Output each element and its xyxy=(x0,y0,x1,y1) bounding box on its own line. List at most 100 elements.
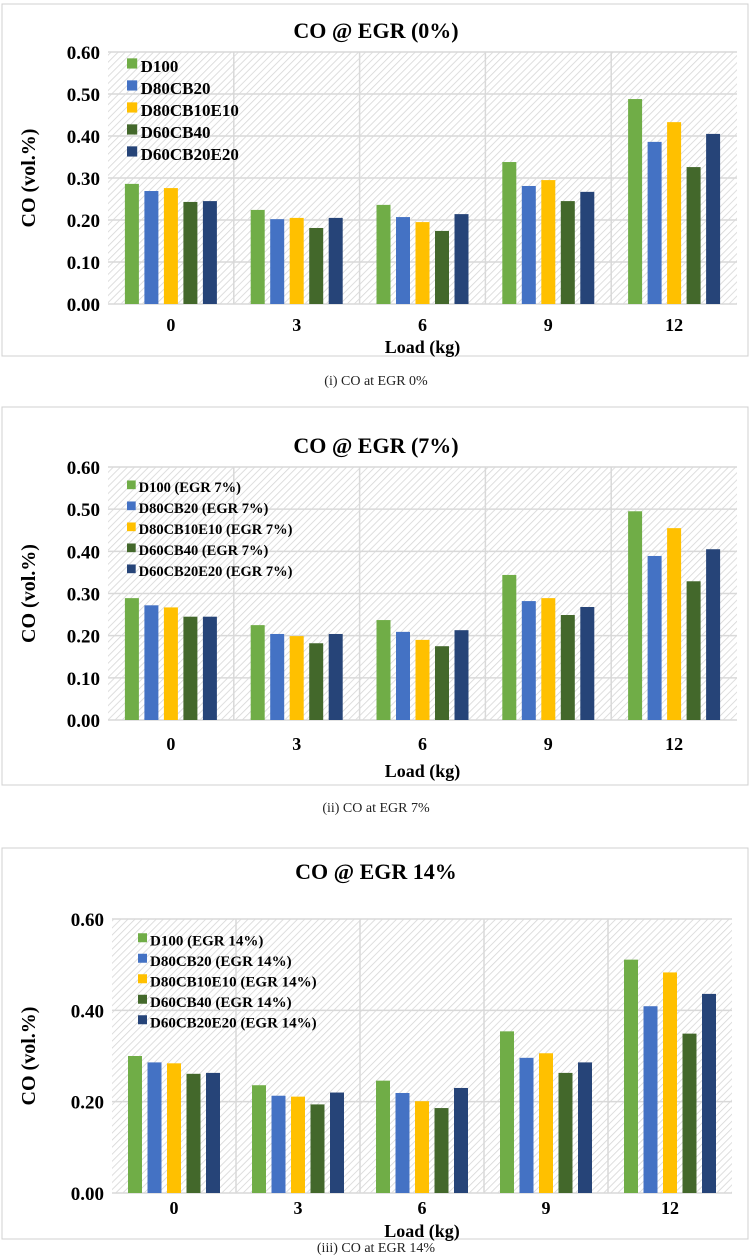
legend-item: D100 (EGR 14%) xyxy=(150,933,263,949)
x-axis-label: Load (kg) xyxy=(385,337,461,358)
chart-1: 0.00 0.10 0.20 0.30 0.40 0.50 0.60 0 3 6 9 12 Load (… xyxy=(1,3,749,358)
legend-item: D100 xyxy=(141,57,179,76)
bar-d80cb10e10-load-9 xyxy=(541,598,556,720)
y-tick-label: 0.30 xyxy=(67,169,100,190)
legend-swatch xyxy=(127,522,136,532)
bar-d80cb20-load-0 xyxy=(147,1062,162,1193)
bar-d80cb20-load-0 xyxy=(144,191,159,304)
bar-d60cb40-load-3 xyxy=(309,227,324,304)
bar-d100-load-3 xyxy=(250,625,265,720)
bar-d60cb40-load-3 xyxy=(310,1104,325,1193)
bar-d60cb20e20-load-12 xyxy=(706,133,721,304)
legend-swatch xyxy=(127,564,136,574)
y-tick-label: 0.40 xyxy=(67,542,100,563)
x-tick-label: 3 xyxy=(292,315,301,335)
bar-d60cb40-load-9 xyxy=(560,201,575,304)
legend-swatch xyxy=(138,974,147,984)
bar-d80cb20-load-9 xyxy=(521,601,536,720)
legend-item: D60CB40 (EGR 7%) xyxy=(139,543,269,559)
legend-item: D80CB20 (EGR 14%) xyxy=(150,954,292,970)
bar-d80cb10e10-load-0 xyxy=(163,607,178,720)
legend-swatch xyxy=(138,933,147,943)
bar-d60cb20e20-load-6 xyxy=(454,214,469,304)
x-tick-label: 6 xyxy=(418,315,427,335)
x-tick-label: 3 xyxy=(294,1198,303,1218)
y-tick-label: 0.60 xyxy=(67,43,100,64)
bar-d80cb10e10-load-3 xyxy=(291,1096,305,1193)
bar-d80cb20-load-9 xyxy=(521,185,536,304)
legend-swatch xyxy=(127,124,138,135)
bar-d80cb10e10-load-0 xyxy=(163,188,178,304)
bar-d80cb10e10-load-12 xyxy=(667,528,682,720)
x-tick-label: 12 xyxy=(665,734,683,754)
bar-d100-load-0 xyxy=(124,598,139,720)
bar-d80cb10e10-load-0 xyxy=(167,1063,181,1193)
x-tick-label: 3 xyxy=(292,734,301,754)
bar-d100-load-12 xyxy=(624,959,638,1193)
bar-d100-load-9 xyxy=(502,162,517,304)
bar-d60cb20e20-load-12 xyxy=(702,993,716,1193)
y-tick-label: 0.60 xyxy=(71,910,104,931)
bar-d80cb10e10-load-12 xyxy=(667,122,682,304)
x-axis-label: Load (kg) xyxy=(384,1221,460,1242)
bar-d100-load-3 xyxy=(250,209,265,304)
bar-d60cb20e20-load-0 xyxy=(202,201,217,304)
legend-swatch xyxy=(127,146,138,157)
y-tick-label: 0.00 xyxy=(67,711,100,732)
chart-2: 0.00 0.10 0.20 0.30 0.40 0.50 0.60 0 3 6 9 12 Load (… xyxy=(1,406,749,786)
legend-swatch xyxy=(127,58,138,69)
legend-item: D80CB10E10 xyxy=(141,101,239,120)
y-tick-label: 0.60 xyxy=(67,458,100,479)
bar-d80cb20-load-3 xyxy=(271,1095,286,1193)
x-tick-label: 9 xyxy=(542,1198,551,1218)
legend-item: D60CB40 xyxy=(141,123,211,142)
legend-swatch xyxy=(127,480,136,490)
legend-swatch xyxy=(138,1015,147,1025)
legend-swatch xyxy=(127,102,138,113)
bar-d60cb20e20-load-9 xyxy=(580,191,595,304)
bar-d80cb10e10-load-6 xyxy=(415,1101,429,1193)
y-axis-label: CO (vol.%) xyxy=(18,544,40,643)
bar-d60cb40-load-0 xyxy=(186,1073,201,1193)
bar-d60cb20e20-load-3 xyxy=(328,217,343,304)
bar-d60cb40-load-6 xyxy=(435,230,449,304)
chart-title: CO @ EGR (7%) xyxy=(293,433,458,458)
bar-d60cb20e20-load-3 xyxy=(328,633,343,720)
bar-d60cb20e20-load-0 xyxy=(202,616,217,720)
bar-d60cb20e20-load-9 xyxy=(578,1062,592,1193)
bar-d80cb10e10-load-9 xyxy=(539,1053,553,1193)
bar-d80cb20-load-6 xyxy=(396,217,410,304)
bar-d60cb20e20-load-6 xyxy=(454,1087,468,1193)
x-tick-label: 9 xyxy=(544,315,553,335)
legend-item: D100 (EGR 7%) xyxy=(139,480,241,496)
legend-item: D80CB10E10 (EGR 14%) xyxy=(150,974,317,990)
bar-d80cb20-load-3 xyxy=(270,219,285,304)
legend-item: D80CB20 xyxy=(141,79,211,98)
bar-d100-load-6 xyxy=(376,1080,390,1193)
bar-d80cb20-load-6 xyxy=(395,1092,410,1193)
bar-d100-load-9 xyxy=(502,574,517,720)
x-tick-label: 9 xyxy=(544,734,553,754)
legend-item: D60CB20E20 (EGR 14%) xyxy=(150,1015,317,1031)
x-axis-label: Load (kg) xyxy=(385,761,461,782)
y-tick-label: 0.40 xyxy=(67,127,100,148)
x-tick-label: 0 xyxy=(166,315,175,335)
bar-d60cb40-load-0 xyxy=(183,616,198,720)
bar-d60cb40-load-12 xyxy=(686,581,701,720)
bar-d80cb20-load-0 xyxy=(144,605,159,720)
legend-swatch xyxy=(127,501,136,511)
bar-d100-load-0 xyxy=(124,183,139,304)
legend-swatch xyxy=(138,953,147,963)
x-tick-label: 6 xyxy=(418,1198,427,1218)
chart-3: 0.00 0.20 0.40 0.60 0 3 6 9 12 Load (kg) CO (vol.%… xyxy=(1,847,749,1242)
bar-d80cb20-load-3 xyxy=(270,633,285,720)
chart-title: CO @ EGR 14% xyxy=(295,859,457,884)
bar-d80cb10e10-load-3 xyxy=(289,636,304,720)
y-tick-label: 0.00 xyxy=(71,1184,104,1205)
caption-chart-3: (iii) CO at EGR 14% xyxy=(316,1241,436,1256)
bar-d80cb10e10-load-9 xyxy=(541,180,556,304)
bar-d80cb10e10-load-3 xyxy=(289,217,304,304)
bar-d60cb40-load-9 xyxy=(558,1072,573,1193)
caption-chart-2: (ii) CO at EGR 7% xyxy=(322,801,430,816)
